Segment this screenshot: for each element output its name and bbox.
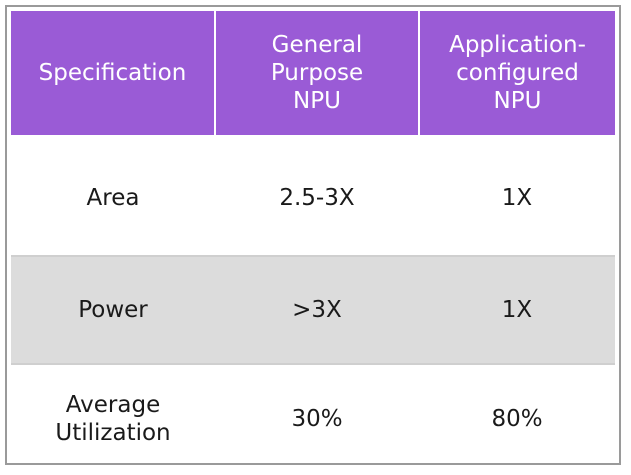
cell-spec-util-line-2: Utilization [55, 419, 171, 446]
header-general-line-3: NPU [293, 88, 341, 114]
cell-general-power: >3X [215, 255, 419, 364]
cell-spec-area: Area [11, 135, 215, 256]
header-specification: Specification [11, 11, 216, 138]
cell-app-area: 1X [419, 135, 615, 256]
comparison-table-frame: Specification General Purpose NPU Applic… [5, 5, 621, 472]
header-general-purpose-npu: General Purpose NPU [215, 11, 420, 138]
npu-comparison-table: Specification General Purpose NPU Applic… [11, 11, 615, 472]
header-app-line-3: NPU [493, 88, 542, 114]
cell-general-area: 2.5-3X [215, 135, 419, 256]
cell-spec-average-utilization: Average Utilization [11, 363, 215, 472]
header-specification-line: Specification [38, 60, 187, 86]
table-row-area: Area 2.5-3X 1X [11, 135, 615, 256]
cell-general-utilization: 30% [215, 363, 419, 472]
table-row-power: Power >3X 1X [11, 255, 615, 364]
header-general-line-1: General [271, 32, 363, 58]
header-application-configured-npu: Application- configured NPU [419, 11, 615, 138]
header-row: Specification General Purpose NPU Applic… [11, 11, 615, 138]
header-app-line-1: Application- [449, 32, 586, 58]
table-row-average-utilization: Average Utilization 30% 80% [11, 363, 615, 472]
header-general-line-2: Purpose [270, 60, 364, 86]
table-body: Area 2.5-3X 1X Power >3X 1X Average Util… [11, 135, 615, 472]
header-app-line-2: configured [456, 60, 579, 86]
cell-app-power: 1X [419, 255, 615, 364]
cell-app-utilization: 80% [419, 363, 615, 472]
cell-spec-util-line-1: Average [65, 391, 161, 418]
table-header: Specification General Purpose NPU Applic… [11, 11, 615, 138]
cell-spec-power: Power [11, 255, 215, 364]
